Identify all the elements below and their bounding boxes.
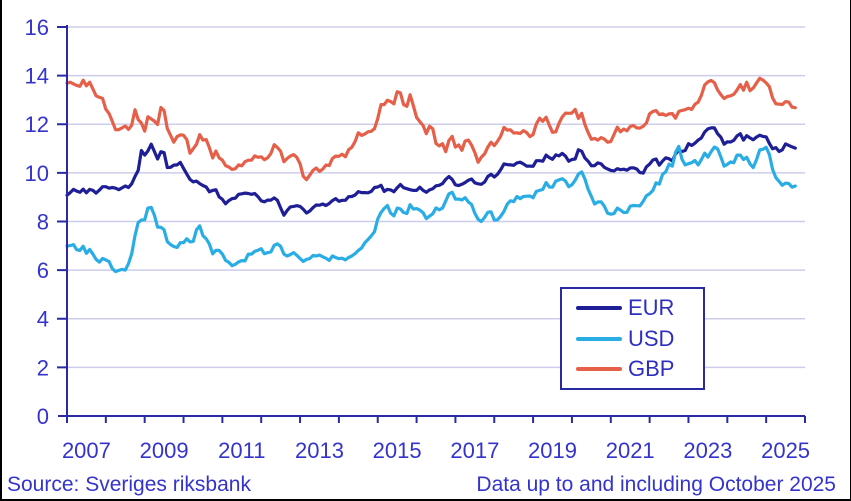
y-tick-label: 4: [37, 307, 49, 332]
legend-item-gbp: GBP: [576, 355, 703, 383]
x-tick-label: 2021: [606, 438, 655, 463]
y-tick-label: 14: [25, 64, 49, 89]
legend-label-gbp: GBP: [628, 356, 675, 382]
data-note-text: Data up to and including October 2025: [476, 473, 836, 496]
x-tick-label: 2013: [295, 438, 344, 463]
x-tick-label: 2009: [140, 438, 189, 463]
chart-footer: Source: Sveriges riksbank Data up to and…: [7, 473, 836, 497]
y-tick-label: 2: [37, 355, 49, 380]
legend-label-usd: USD: [628, 325, 675, 351]
gbp-line-swatch: [576, 367, 622, 372]
x-tick-label: 2011: [218, 438, 265, 463]
x-tick-label: 2015: [373, 438, 422, 463]
legend-item-usd: USD: [576, 325, 703, 353]
y-tick-label: 10: [25, 161, 49, 186]
legend-item-eur: EUR: [576, 294, 703, 322]
x-tick-label: 2007: [62, 438, 111, 463]
source-text: Source: Sveriges riksbank: [7, 473, 251, 496]
x-tick-label: 2023: [683, 438, 732, 463]
y-tick-label: 6: [37, 258, 49, 283]
x-tick-label: 2025: [761, 438, 810, 463]
y-tick-label: 16: [25, 15, 49, 40]
legend-label-eur: EUR: [628, 294, 675, 320]
legend: EUR USD GBP: [560, 287, 705, 390]
x-tick-label: 2017: [450, 438, 499, 463]
gbp-series-line: [65, 76, 797, 182]
y-tick-label: 8: [37, 209, 49, 234]
x-tick-label: 2019: [528, 438, 577, 463]
usd-line-swatch: [576, 336, 622, 341]
usd-series-line: [65, 144, 797, 274]
y-tick-label: 12: [25, 112, 49, 137]
eur-line-swatch: [576, 305, 622, 310]
y-tick-label: 0: [37, 404, 49, 429]
